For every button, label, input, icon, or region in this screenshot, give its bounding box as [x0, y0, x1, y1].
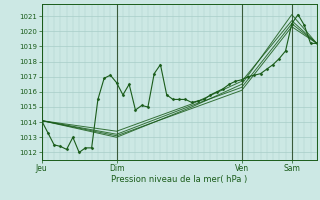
X-axis label: Pression niveau de la mer( hPa ): Pression niveau de la mer( hPa ) — [111, 175, 247, 184]
